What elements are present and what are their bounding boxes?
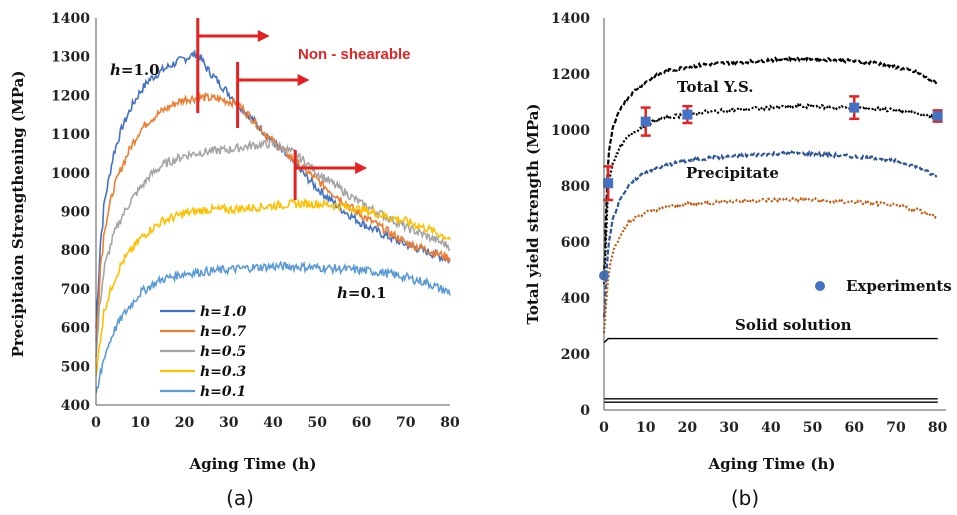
- x-tick-label-b: 70: [886, 420, 906, 436]
- tick-labels-a: 0 10 20 30 40 50 60 70 80 400 500 600 700 800 900 1000 1…: [51, 11, 460, 431]
- y-tick-label-a: 1400: [51, 11, 90, 27]
- experiments-legend-marker: [815, 281, 825, 291]
- axes-b: [603, 18, 946, 411]
- series-group-a: [95, 49, 451, 394]
- series-line-h=0.7: [95, 91, 451, 341]
- y-tick-label-a: 500: [61, 359, 90, 375]
- x-tick-label-a: 0: [91, 415, 101, 431]
- y-tick-label-a: 900: [61, 205, 90, 221]
- y-axis-label-a: Precipitaion Strengthening (MPa): [9, 71, 27, 358]
- experiment-point: [640, 116, 651, 127]
- experiment-point: [932, 111, 943, 121]
- x-tick-label-a: 20: [175, 415, 195, 431]
- non-shearable-markers: [196, 18, 368, 200]
- chart-panel-a: 0 10 20 30 40 50 60 70 80 400 500 600 700 800 900 1000 1…: [9, 11, 460, 510]
- y-tick-label-a: 700: [61, 282, 90, 298]
- label-precipitate: Precipitate: [686, 164, 779, 182]
- legend-label-a: h=1.0: [200, 304, 247, 320]
- chart-panel-b: 0 10 20 30 40 50 60 70 8002004006008001000120014…: [524, 11, 952, 510]
- x-axis-label-b: Aging Time (h): [707, 455, 835, 473]
- y-tick-label-a: 400: [61, 398, 90, 414]
- x-tick-label-a: 60: [352, 415, 372, 431]
- caption-a: (a): [226, 486, 254, 510]
- y-tick-label-b: 1000: [551, 123, 590, 139]
- x-axis-label-a: Aging Time (h): [188, 455, 316, 473]
- non-shearable-label: Non - shearable: [298, 46, 411, 63]
- x-tick-label-b: 0: [599, 420, 609, 436]
- y-tick-label-b: 600: [561, 235, 590, 251]
- legend-label-a: h=0.7: [200, 324, 247, 340]
- y-tick-label-b: 800: [561, 179, 590, 195]
- x-tick-label-b: 50: [803, 420, 823, 436]
- y-axis-label-b: Total yield strength (MPa): [524, 103, 542, 324]
- experiment-point: [682, 109, 693, 120]
- y-tick-label-a: 600: [61, 321, 90, 337]
- label-h10: h=1.0: [110, 61, 160, 79]
- y-tick-label-a: 1300: [51, 50, 90, 66]
- series-line-b-3: [602, 196, 938, 334]
- series-group-b: [602, 54, 938, 403]
- x-tick-label-b: 60: [845, 420, 865, 436]
- axes-a: [95, 18, 450, 406]
- experiments-legend-label: Experiments: [846, 277, 952, 295]
- y-tick-label-a: 1200: [51, 88, 90, 104]
- x-tick-label-b: 20: [678, 420, 698, 436]
- experiment-point: [849, 102, 860, 113]
- y-tick-label-b: 1400: [551, 11, 590, 27]
- y-tick-label-b: 0: [580, 403, 590, 419]
- series-line-b-2: [602, 150, 938, 318]
- non-shearable-arrowhead: [257, 30, 270, 42]
- y-tick-label-b: 200: [561, 347, 590, 363]
- tick-labels-b: 0 10 20 30 40 50 60 70 8002004006008001000120014…: [551, 11, 948, 436]
- y-tick-label-a: 800: [61, 243, 90, 259]
- label-total-ys: Total Y.S.: [677, 78, 754, 96]
- non-shearable-arrowhead: [355, 162, 368, 174]
- x-tick-label-a: 70: [396, 415, 416, 431]
- legend-label-a: h=0.1: [200, 384, 246, 400]
- x-tick-label-a: 10: [131, 415, 151, 431]
- experiments-points: [599, 95, 943, 281]
- series-line-h=0.1: [95, 260, 451, 394]
- x-tick-label-a: 50: [308, 415, 328, 431]
- y-tick-label-b: 400: [561, 291, 590, 307]
- caption-b: (b): [731, 486, 759, 510]
- label-solid-solution: Solid solution: [735, 316, 852, 334]
- x-tick-label-b: 80: [928, 420, 948, 436]
- x-tick-label-a: 30: [219, 415, 239, 431]
- y-tick-label-a: 1000: [51, 166, 90, 182]
- x-tick-label-a: 80: [440, 415, 460, 431]
- series-line-h=0.3: [95, 198, 451, 377]
- legend-label-a: h=0.5: [200, 344, 246, 360]
- x-tick-label-a: 40: [263, 415, 283, 431]
- y-tick-label-a: 1100: [51, 127, 90, 143]
- experiment-point: [603, 178, 614, 189]
- series-line-b-1: [602, 102, 938, 285]
- x-tick-label-b: 30: [719, 420, 739, 436]
- series-line-b-4: [603, 337, 938, 344]
- legend-label-a: h=0.3: [200, 364, 247, 380]
- y-tick-label-b: 1200: [551, 67, 590, 83]
- x-tick-label-b: 10: [636, 420, 656, 436]
- series-line-b-0: [602, 54, 938, 270]
- series-line-h=0.5: [95, 139, 451, 358]
- x-tick-label-b: 40: [761, 420, 781, 436]
- label-h01: h=0.1: [337, 284, 387, 302]
- non-shearable-arrowhead: [297, 74, 310, 86]
- legend-a: h=1.0 h=0.7 h=0.5 h=0.3 h=0.1: [160, 304, 247, 400]
